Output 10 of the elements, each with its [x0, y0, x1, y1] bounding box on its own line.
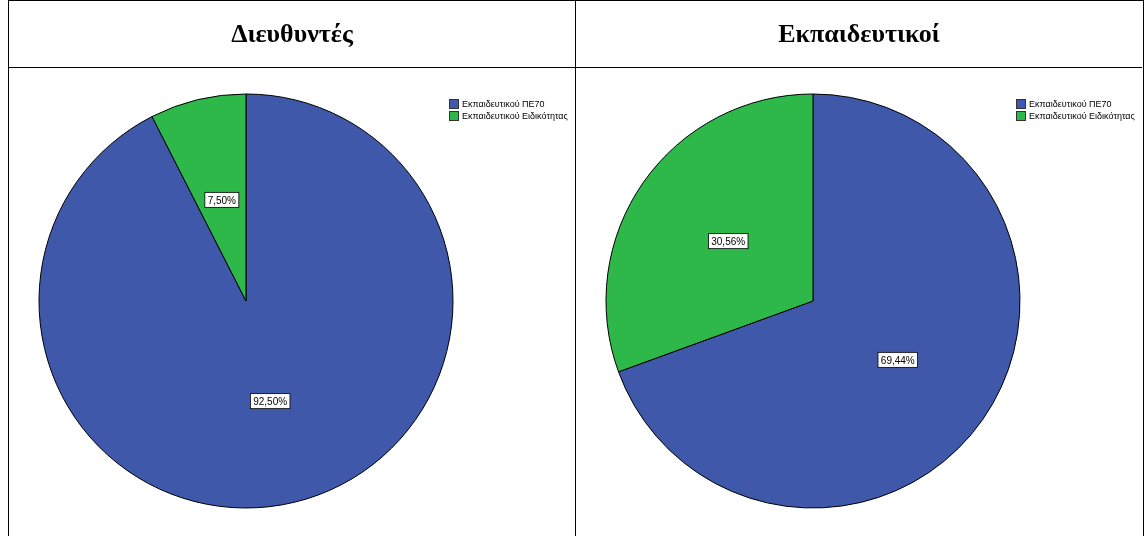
- data-label: 30,56%: [711, 236, 746, 248]
- legend-label: Εκπαιδευτικού Ειδικότητας: [1028, 110, 1135, 122]
- data-label: 7,50%: [207, 194, 237, 206]
- chart-title: Διευθυντές: [9, 1, 575, 68]
- legend-label: Εκπαιδευτικού ΠΕ70: [1028, 98, 1113, 110]
- data-label: 92,50%: [253, 396, 288, 408]
- legend-label: Εκπαιδευτικού ΠΕ70: [461, 98, 546, 110]
- legend-label: Εκπαιδευτικού Ειδικότητας: [461, 110, 568, 122]
- chart-title: Εκπαιδευτικοί: [576, 1, 1142, 68]
- data-label: 69,44%: [880, 354, 915, 366]
